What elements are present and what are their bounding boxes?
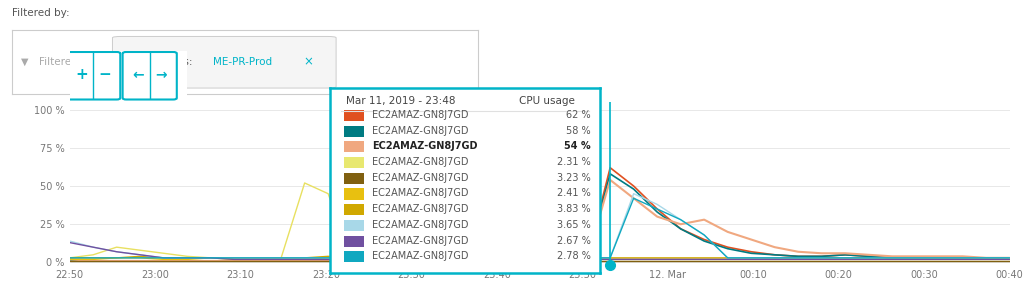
Text: 54 %: 54 %: [564, 141, 591, 151]
Text: −: −: [98, 67, 112, 82]
Text: EC2AMAZ-GN8J7GD: EC2AMAZ-GN8J7GD: [372, 220, 468, 230]
Text: EC2AMAZ-GN8J7GD: EC2AMAZ-GN8J7GD: [372, 188, 468, 199]
Bar: [343, 236, 364, 247]
FancyBboxPatch shape: [67, 52, 120, 100]
Text: CPU usage: CPU usage: [519, 96, 574, 106]
Text: Filtered by: Filtered by: [39, 57, 94, 67]
Text: →: →: [156, 68, 167, 82]
Text: EC2AMAZ-GN8J7GD: EC2AMAZ-GN8J7GD: [372, 125, 468, 136]
Bar: [343, 141, 364, 152]
Bar: [343, 220, 364, 231]
Bar: [343, 251, 364, 262]
Text: Host groups:: Host groups:: [126, 57, 193, 67]
Bar: [343, 157, 364, 168]
Text: EC2AMAZ-GN8J7GD: EC2AMAZ-GN8J7GD: [372, 204, 468, 214]
Bar: [343, 126, 364, 137]
Text: EC2AMAZ-GN8J7GD: EC2AMAZ-GN8J7GD: [372, 157, 468, 167]
FancyBboxPatch shape: [113, 36, 336, 88]
Text: EC2AMAZ-GN8J7GD: EC2AMAZ-GN8J7GD: [372, 141, 477, 151]
Text: ME-PR-Prod: ME-PR-Prod: [213, 57, 271, 67]
Text: +: +: [75, 67, 88, 82]
Text: 2.31 %: 2.31 %: [557, 157, 591, 167]
Text: 3.83 %: 3.83 %: [557, 204, 591, 214]
Text: 62 %: 62 %: [566, 110, 591, 120]
FancyBboxPatch shape: [123, 52, 177, 100]
Bar: [343, 110, 364, 121]
Text: 2.41 %: 2.41 %: [557, 188, 591, 199]
Text: 3.65 %: 3.65 %: [557, 220, 591, 230]
Text: EC2AMAZ-GN8J7GD: EC2AMAZ-GN8J7GD: [372, 173, 468, 183]
Text: EC2AMAZ-GN8J7GD: EC2AMAZ-GN8J7GD: [372, 236, 468, 246]
Text: EC2AMAZ-GN8J7GD: EC2AMAZ-GN8J7GD: [372, 251, 468, 261]
Text: 2.78 %: 2.78 %: [557, 251, 591, 261]
Bar: [343, 188, 364, 200]
Text: EC2AMAZ-GN8J7GD: EC2AMAZ-GN8J7GD: [372, 110, 468, 120]
Bar: [343, 173, 364, 184]
Text: 58 %: 58 %: [566, 125, 591, 136]
Text: ▼: ▼: [20, 57, 29, 67]
Text: ←: ←: [132, 68, 143, 82]
Text: 2.67 %: 2.67 %: [557, 236, 591, 246]
Text: Filtered by:: Filtered by:: [12, 8, 70, 17]
Text: Mar 11, 2019 - 23:48: Mar 11, 2019 - 23:48: [346, 96, 456, 106]
Bar: [343, 204, 364, 215]
Text: 3.23 %: 3.23 %: [557, 173, 591, 183]
Text: ×: ×: [303, 56, 313, 69]
